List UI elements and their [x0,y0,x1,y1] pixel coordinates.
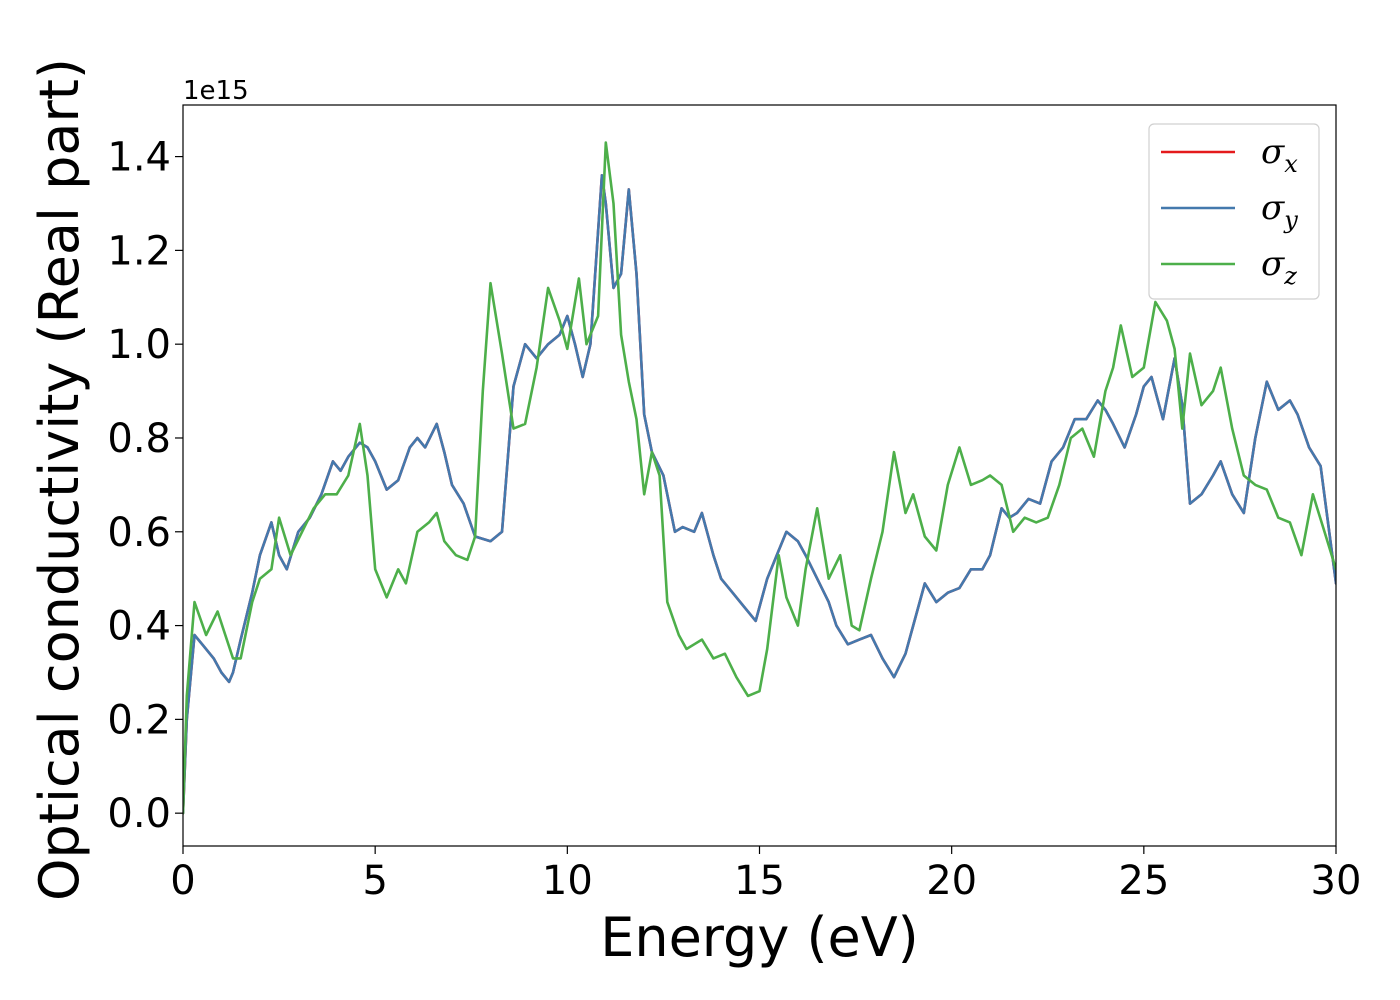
y-tick-label: 0.0 [107,791,171,837]
legend-label-sigma-x: σx [1261,132,1298,178]
y-axis-ticks: 0.0 0.2 0.4 0.6 0.8 1.0 1.2 1.4 [107,135,183,837]
y-tick-label: 0.4 [107,604,171,650]
x-tick-label: 0 [170,858,195,904]
series-line-sigma-z [183,141,1336,815]
legend: σx σy σz [1148,123,1320,300]
legend-label-sigma-y: σy [1261,188,1298,234]
y-tick-label: 1.2 [107,228,171,274]
x-tick-label: 5 [362,858,387,904]
x-tick-label: 15 [734,858,785,904]
x-tick-label: 30 [1311,858,1362,904]
series-line-sigma-y [183,174,1336,815]
x-tick-label: 20 [926,858,977,904]
x-axis-label: Energy (eV) [600,906,919,969]
x-axis-ticks: 0 5 10 15 20 25 30 [170,846,1361,904]
y-axis-label: Optical conductivity (Real part) [28,58,91,901]
y-tick-label: 1.4 [107,135,171,181]
legend-label-sigma-z: σz [1261,244,1297,290]
legend-box [1148,123,1320,300]
y-tick-label: 0.8 [107,416,171,462]
x-tick-label: 25 [1118,858,1169,904]
y-tick-label: 0.6 [107,510,171,556]
y-axis-offset-label: 1e15 [183,76,249,106]
y-tick-label: 0.2 [107,697,171,743]
x-tick-label: 10 [542,858,593,904]
series-layer [183,141,1336,815]
y-tick-label: 1.0 [107,322,171,368]
